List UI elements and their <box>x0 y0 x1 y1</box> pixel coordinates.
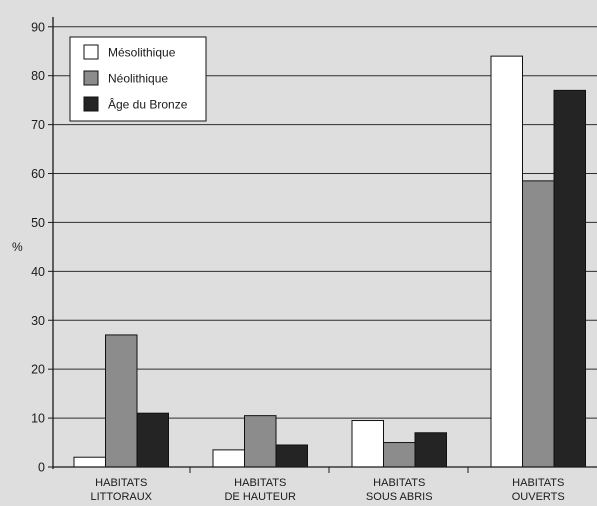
y-tick-label-50: 50 <box>31 216 45 230</box>
legend-swatch-0 <box>83 44 99 60</box>
x-category-label-2-1: SOUS ABRIS <box>366 491 433 503</box>
legend: Mésolithique Néolithique Âge du Bronze <box>69 36 207 122</box>
x-category-label-1-1: DE HAUTEUR <box>224 491 296 503</box>
y-tick-label-20: 20 <box>31 363 45 377</box>
bar-3-0 <box>490 55 523 468</box>
bar-1-1 <box>244 415 277 468</box>
y-tick-label-30: 30 <box>31 314 45 328</box>
bar-0-1 <box>105 334 138 468</box>
bar-1-0 <box>212 449 245 468</box>
legend-label-2: Âge du Bronze <box>108 97 188 112</box>
x-category-label-1-0: HABITATS <box>234 477 286 489</box>
x-category-label-3-1: OUVERTS <box>512 491 565 503</box>
legend-label-1: Néolithique <box>108 72 168 86</box>
bar-2-1 <box>383 442 416 468</box>
bar-1-2 <box>275 444 308 468</box>
legend-label-0: Mésolithique <box>108 46 176 60</box>
y-tick-label-80: 80 <box>31 69 45 83</box>
bar-3-2 <box>553 89 586 468</box>
bar-3-1 <box>522 180 555 468</box>
y-tick-label-10: 10 <box>31 412 45 426</box>
bar-2-0 <box>351 420 384 468</box>
bars <box>73 55 586 468</box>
x-category-label-0-1: LITTORAUX <box>90 491 152 503</box>
y-tick-label-0: 0 <box>38 461 45 475</box>
bar-2-2 <box>414 432 447 468</box>
y-tick-label-70: 70 <box>31 118 45 132</box>
y-axis-label: % <box>12 240 23 254</box>
y-tick-label-40: 40 <box>31 265 45 279</box>
x-axis-labels: HABITATS LITTORAUX HABITATS DE HAUTEUR HABIT… <box>90 477 564 503</box>
legend-swatch-1 <box>83 70 99 86</box>
y-tick-label-60: 60 <box>31 167 45 181</box>
x-category-label-0-0: HABITATS <box>95 477 147 489</box>
x-category-label-3-0: HABITATS <box>512 477 564 489</box>
bar-0-2 <box>136 412 169 468</box>
axes <box>52 17 597 473</box>
y-tick-label-90: 90 <box>31 20 45 34</box>
x-category-label-2-0: HABITATS <box>373 477 425 489</box>
bar-0-0 <box>73 456 106 468</box>
legend-swatch-2 <box>83 96 99 112</box>
y-axis-ticks: 0 10 20 30 40 50 60 70 80 90 <box>31 20 53 475</box>
